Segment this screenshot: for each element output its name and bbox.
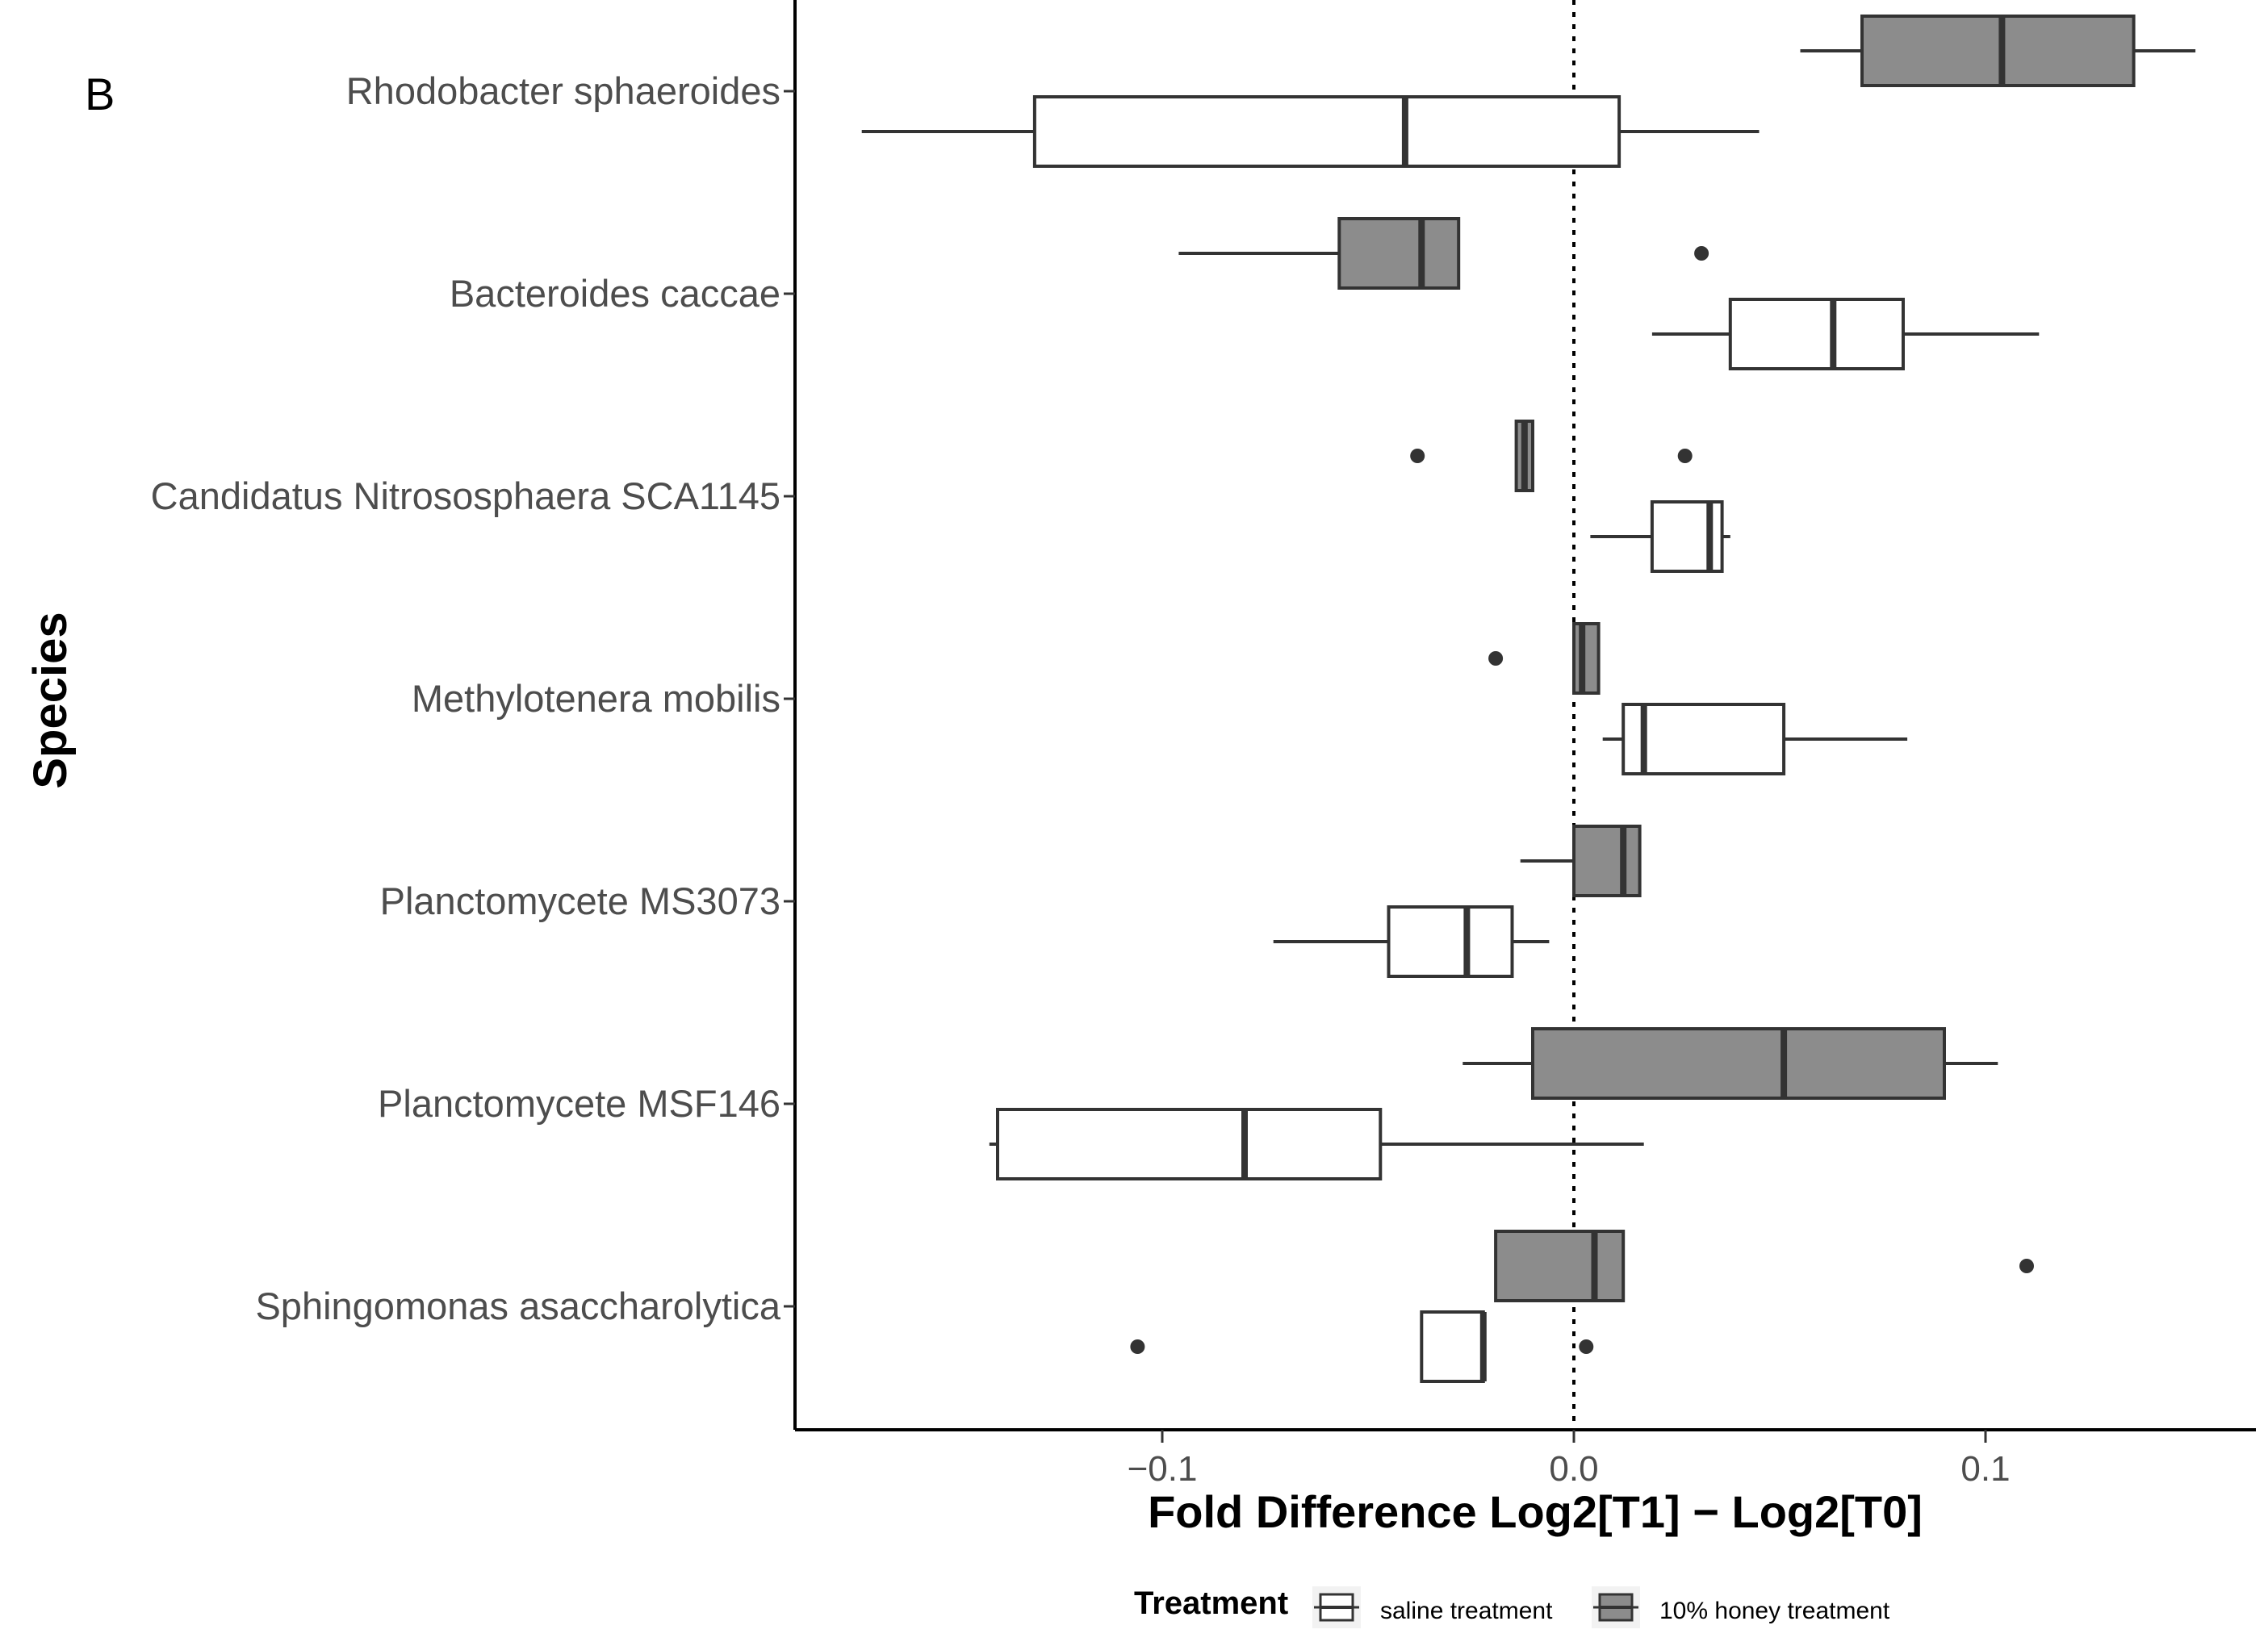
box-honey	[1520, 825, 1642, 897]
outlier-point	[1488, 651, 1504, 666]
species-label: Methylotenera mobilis	[412, 677, 780, 720]
outlier-point	[1579, 1339, 1594, 1354]
box-saline	[1651, 298, 2040, 370]
species-label: Rhodobacter sphaeroides	[346, 69, 780, 112]
box-honey	[1488, 622, 1601, 695]
outlier-point	[1410, 449, 1425, 463]
box-saline	[861, 95, 1760, 168]
outlier-point	[1130, 1339, 1145, 1354]
box-honey	[1494, 1230, 2034, 1302]
species-label: Planctomycete MS3073	[380, 879, 780, 922]
legend-label: 10% honey treatment	[1659, 1598, 1890, 1624]
box-honey	[1800, 15, 2196, 87]
panel-label: B	[85, 69, 115, 119]
box-iqr	[1728, 298, 1906, 370]
box-iqr	[1572, 825, 1642, 897]
legend: Treatment saline treatment 10% honey treat…	[1134, 1586, 1890, 1628]
outlier-point	[1677, 449, 1693, 463]
outlier-point	[2019, 1259, 2034, 1273]
x-axis-title: Fold Difference Log2[T1] − Log2[T0]	[1148, 1486, 1923, 1537]
x-tick-label: −0.1	[1128, 1449, 1198, 1489]
x-tick-label: 0.0	[1549, 1449, 1598, 1489]
box-iqr	[1420, 1310, 1485, 1383]
box-saline	[1602, 703, 1908, 775]
box-saline	[1590, 500, 1730, 573]
box-iqr	[996, 1108, 1383, 1180]
box-iqr	[1572, 622, 1601, 695]
box-iqr	[1032, 95, 1621, 168]
legend-title: Treatment	[1134, 1586, 1288, 1621]
box-iqr	[1621, 703, 1786, 775]
species-label: Candidatus Nitrososphaera SCA1145	[151, 474, 780, 517]
box-iqr	[1860, 15, 2136, 87]
plot-area: −0.1 0.0 0.1 Rhodobacter sphaeroides Bactero…	[151, 0, 2256, 1489]
legend-label: saline treatment	[1380, 1598, 1553, 1624]
y-axis-title: Species	[24, 612, 77, 788]
x-tick-label: 0.1	[1960, 1449, 2010, 1489]
species-label: Sphingomonas asaccharolytica	[255, 1285, 780, 1327]
box-honey	[1462, 1027, 1998, 1100]
box-saline	[1273, 905, 1550, 978]
outlier-point	[1694, 246, 1709, 261]
box-iqr	[1494, 1230, 1626, 1302]
box-iqr	[1531, 1027, 1946, 1100]
species-label: Planctomycete MSF146	[378, 1082, 780, 1125]
box-saline	[1130, 1310, 1594, 1383]
box-saline	[989, 1108, 1644, 1180]
species-label: Bacteroides caccae	[450, 272, 780, 315]
box-iqr	[1337, 217, 1461, 290]
box-honey	[1178, 217, 1709, 290]
box-honey	[1410, 420, 1693, 492]
box-iqr	[1387, 905, 1514, 978]
